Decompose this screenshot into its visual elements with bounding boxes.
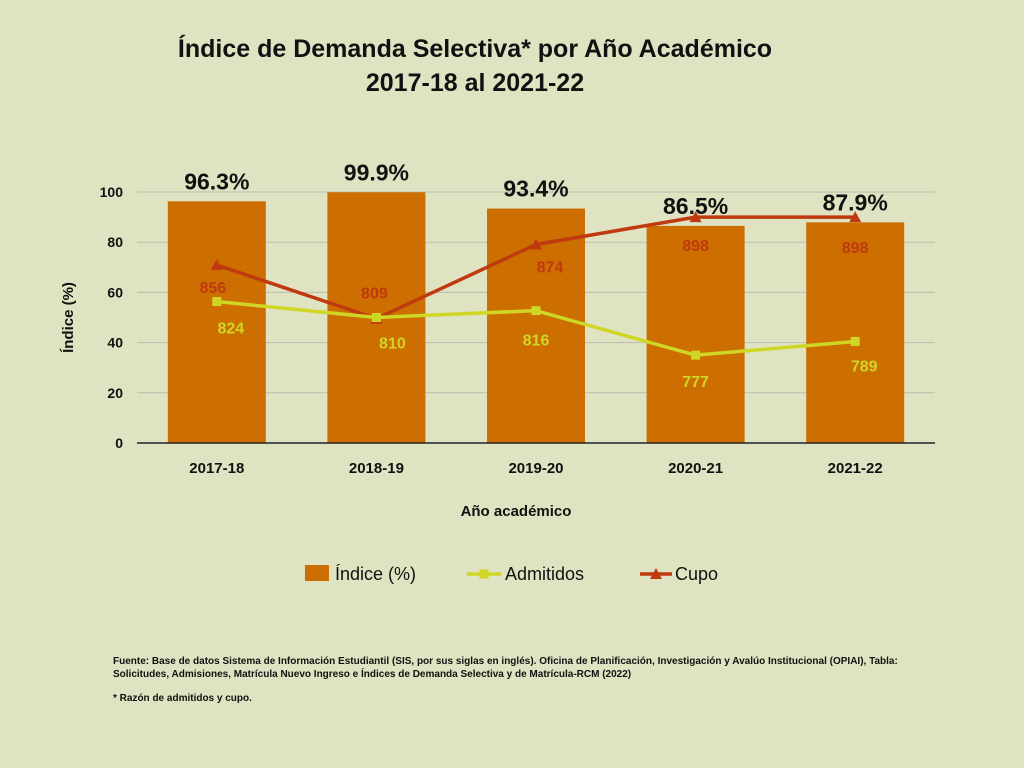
- admitidos-marker: [371, 313, 381, 322]
- x-tick-label: 2017-18: [189, 460, 244, 477]
- cupo-marker: [530, 238, 542, 250]
- cupo-data-label: 898: [682, 238, 709, 255]
- y-axis-title: Índice (%): [60, 282, 77, 353]
- admitidos-marker: [850, 336, 860, 346]
- chart-title-line1: Índice de Demanda Selectiva* por Año Aca…: [177, 35, 773, 63]
- cupo-marker: [210, 259, 223, 271]
- admitidos-marker: [531, 306, 541, 316]
- bar: [646, 225, 745, 443]
- bar-data-label: 96.3%: [184, 168, 249, 194]
- y-tick-label: 20: [107, 385, 123, 401]
- bar: [167, 201, 266, 443]
- bar: [806, 222, 905, 443]
- bar-data-label: 99.9%: [344, 159, 409, 185]
- cupo-data-label: 809: [361, 286, 388, 303]
- y-tick-label: 100: [100, 184, 124, 200]
- legend-label: Cupo: [675, 564, 718, 584]
- y-tick-label: 80: [107, 234, 123, 250]
- legend-swatch-marker: [650, 568, 662, 579]
- y-tick-label: 60: [107, 284, 123, 300]
- chart-title-line2: 2017-18 al 2021-22: [365, 69, 585, 97]
- admitidos-marker: [212, 297, 222, 307]
- cupo-data-label: 856: [199, 280, 226, 297]
- admitidos-data-label: 816: [523, 333, 550, 350]
- legend-swatch-marker: [479, 569, 489, 579]
- cupo-marker: [689, 211, 702, 223]
- y-tick-label: 40: [107, 335, 123, 351]
- admitidos-data-label: 777: [682, 374, 709, 391]
- admitidos-data-label: 789: [851, 358, 878, 375]
- cupo-marker: [849, 211, 862, 223]
- x-tick-label: 2018-19: [349, 460, 404, 477]
- x-axis-title: Año académico: [461, 503, 572, 520]
- footnote: Fuente: Base de datos Sistema de Informa…: [113, 655, 943, 716]
- x-tick-label: 2020-21: [668, 460, 723, 477]
- admitidos-marker: [691, 350, 701, 360]
- legend-label: Admitidos: [505, 564, 584, 584]
- x-tick-label: 2021-22: [828, 460, 883, 477]
- y-tick-label: 0: [115, 435, 123, 451]
- admitidos-data-label: 824: [217, 321, 244, 338]
- admitidos-data-label: 810: [379, 336, 406, 353]
- chart-title: Índice de Demanda Selectiva* por Año Aca…: [100, 32, 850, 100]
- bar-data-label: 87.9%: [823, 189, 888, 215]
- footnote-source: Fuente: Base de datos Sistema de Informa…: [113, 656, 898, 680]
- cupo-data-label: 874: [537, 259, 564, 276]
- cupo-data-label: 898: [842, 240, 869, 257]
- legend-label: Índice (%): [335, 564, 416, 584]
- legend-swatch-bar: [305, 565, 329, 581]
- x-tick-label: 2019-20: [508, 460, 563, 477]
- footnote-note: * Razón de admitidos y cupo.: [113, 693, 252, 704]
- bar-data-label: 93.4%: [503, 176, 568, 202]
